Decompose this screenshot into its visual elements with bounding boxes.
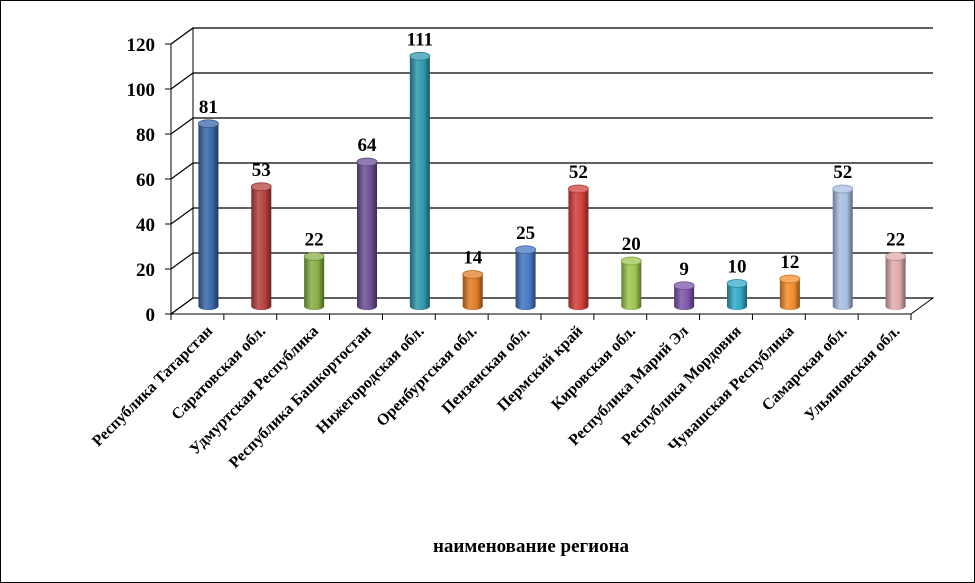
bar-bottom-cap <box>357 302 377 310</box>
bar-6 <box>462 270 484 310</box>
bar-top-cap <box>568 184 589 194</box>
grid-line <box>170 27 933 45</box>
chart-walls <box>169 27 935 315</box>
bar-top-cap <box>462 270 484 279</box>
bar-body <box>779 279 800 306</box>
bar-8 <box>568 184 589 310</box>
bar-2 <box>250 182 272 310</box>
bar-10 <box>673 281 695 310</box>
data-label: 81 <box>199 97 218 118</box>
data-label: 52 <box>569 162 588 183</box>
data-label: 20 <box>622 234 641 255</box>
bar-bottom-cap <box>568 302 589 310</box>
grid-line <box>170 72 933 90</box>
bar-top-cap <box>356 157 378 167</box>
bar-top-cap <box>673 281 695 291</box>
data-label: 12 <box>780 252 799 273</box>
bar-bottom-cap <box>462 302 483 310</box>
y-tick-label: 120 <box>127 35 156 56</box>
bar-bottom-cap <box>621 302 642 310</box>
bar-body <box>409 56 430 306</box>
bar-bottom-cap <box>198 302 219 310</box>
bar-body <box>568 189 589 306</box>
bar-top-cap <box>779 274 801 284</box>
bar-bottom-cap <box>251 302 272 310</box>
bar-body <box>357 162 377 306</box>
bar-body <box>621 261 642 306</box>
data-labels: 81 53 22 64 111 14 25 52 20 9 10 12 52 22 <box>199 29 905 280</box>
bar-body <box>885 256 906 306</box>
bar-bottom-cap <box>779 302 800 310</box>
bar-top-cap <box>198 119 219 129</box>
data-label: 25 <box>516 223 535 244</box>
bars <box>198 51 906 310</box>
y-tick-label: 100 <box>127 80 156 101</box>
bar-body <box>462 274 483 306</box>
grid-line <box>170 207 933 225</box>
data-label: 22 <box>305 230 324 251</box>
bar-body <box>304 256 325 306</box>
bar-top-cap <box>832 184 854 194</box>
floor <box>169 297 935 315</box>
data-label: 22 <box>886 230 905 251</box>
bar-top-cap <box>726 279 748 288</box>
bar-bottom-cap <box>304 302 325 310</box>
data-label: 111 <box>407 29 433 50</box>
grid-line <box>170 117 933 135</box>
y-tick-labels: 0 20 40 60 80 100 120 <box>127 35 156 326</box>
data-label: 52 <box>833 162 852 183</box>
x-tick-label: Саратовская обл. <box>168 323 269 424</box>
data-label: 64 <box>358 135 378 156</box>
bar-bottom-cap <box>885 302 906 310</box>
bar-body <box>251 186 272 306</box>
bar-12 <box>779 274 801 310</box>
bar-bottom-cap <box>832 302 853 310</box>
grid-line <box>170 252 933 270</box>
bar-body <box>727 283 747 306</box>
bar-bottom-cap <box>674 302 695 310</box>
data-label: 9 <box>679 259 689 280</box>
bar-top-cap <box>303 252 325 261</box>
x-tick-label: Ульяновская обл. <box>802 323 904 425</box>
data-label: 10 <box>728 257 747 278</box>
y-tick-label: 0 <box>146 305 156 326</box>
bar-3 <box>303 252 325 310</box>
grid-line <box>170 162 933 180</box>
bar-top-cap <box>885 252 906 261</box>
bar-4 <box>356 157 378 310</box>
bar-top-cap <box>409 51 431 61</box>
y-tick-label: 80 <box>136 125 155 146</box>
grid-lines <box>165 27 933 320</box>
y-tick-label: 60 <box>136 170 155 191</box>
bar-1 <box>198 119 219 310</box>
bar-9 <box>620 256 642 310</box>
bar-top-cap <box>515 245 536 255</box>
bar-14 <box>885 252 906 310</box>
bar-body <box>515 249 536 306</box>
bar-top-cap <box>620 256 642 266</box>
bar-bottom-cap <box>727 302 747 310</box>
bar-body <box>198 123 219 306</box>
bar-body <box>832 189 853 306</box>
bar-5 <box>409 51 431 310</box>
data-label: 14 <box>463 248 483 269</box>
x-axis-title: наименование региона <box>433 536 630 557</box>
y-tick-label: 20 <box>136 260 155 281</box>
y-tick-label: 40 <box>136 215 155 236</box>
bar-body <box>674 285 695 306</box>
bar-11 <box>726 279 748 310</box>
bar-bottom-cap <box>409 302 430 310</box>
bar-13 <box>832 184 854 310</box>
bar-7 <box>515 245 536 310</box>
bar-top-cap <box>250 182 272 192</box>
data-label: 53 <box>252 160 271 181</box>
bar-bottom-cap <box>515 302 536 310</box>
x-tick-label: Оренбургская обл. <box>373 323 480 430</box>
